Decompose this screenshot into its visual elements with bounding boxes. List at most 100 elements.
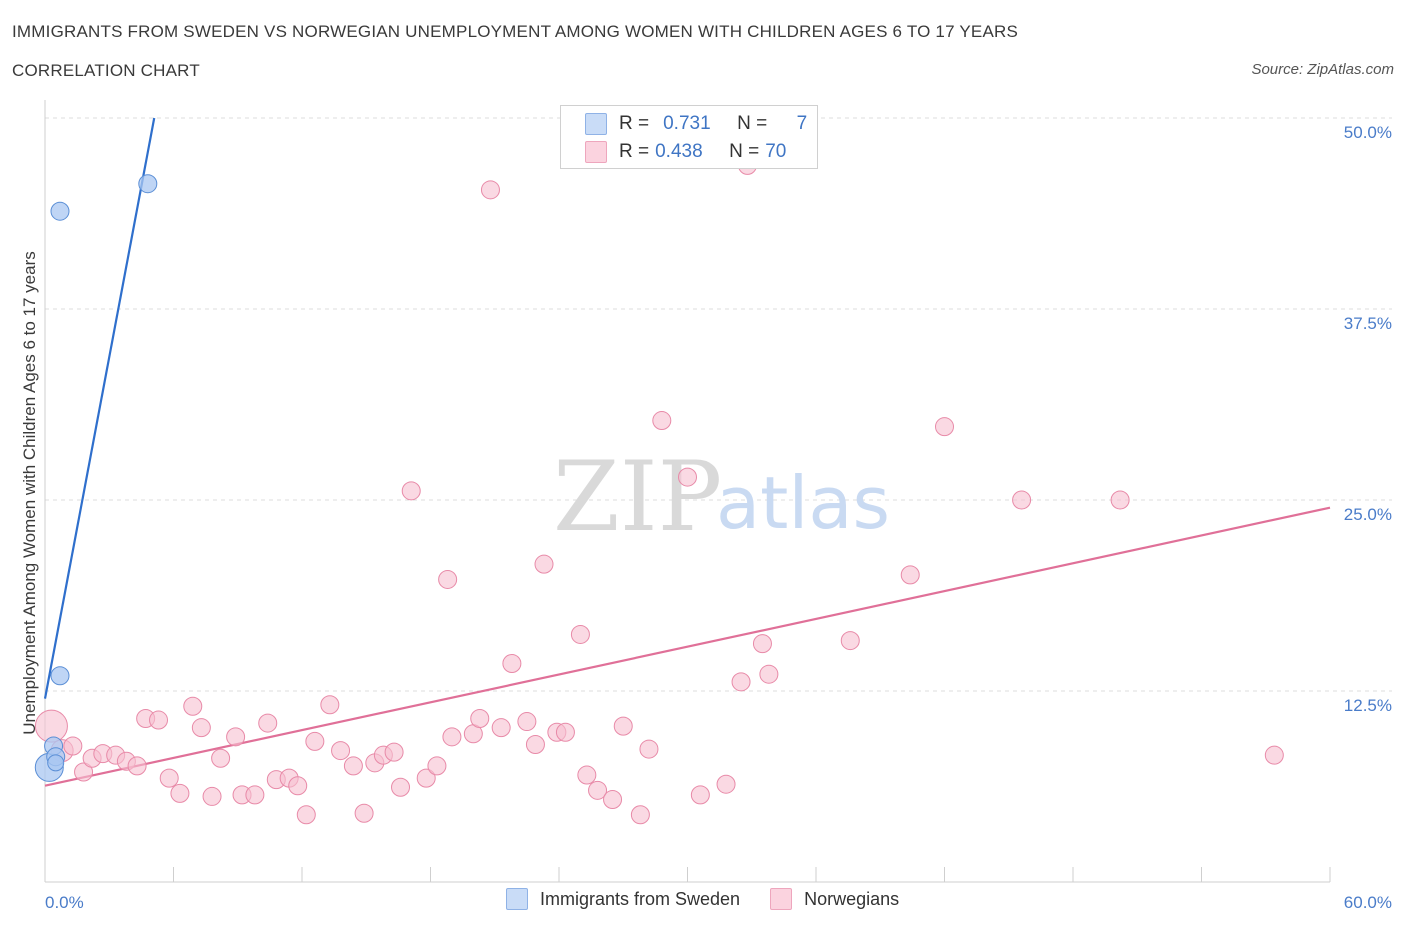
legend-swatch-sweden — [506, 888, 528, 910]
legend-n-label: N = — [737, 113, 768, 134]
axes — [44, 100, 1331, 883]
point-norwegians — [652, 411, 672, 431]
legend-n-value-norwegians: 70 — [765, 141, 787, 162]
source-label: Source: ZipAtlas.com — [1251, 61, 1394, 78]
y-tick-label: 12.5% — [1344, 696, 1392, 715]
point-norwegians — [613, 716, 633, 736]
chart-subtitle: CORRELATION CHART — [12, 61, 200, 80]
point-norwegians — [678, 467, 697, 487]
point-norwegians — [491, 718, 511, 738]
legend-swatch-sweden — [585, 113, 607, 135]
point-norwegians — [296, 805, 316, 825]
point-norwegians — [74, 762, 94, 782]
chart-title: IMMIGRANTS FROM SWEDEN VS NORWEGIAN UNEM… — [12, 22, 1018, 41]
point-norwegians — [900, 565, 920, 585]
point-norwegians — [63, 736, 83, 756]
point-norwegians — [570, 624, 590, 644]
point-norwegians — [603, 789, 623, 809]
point-norwegians — [288, 776, 308, 796]
point-norwegians — [534, 554, 554, 574]
point-sweden — [47, 754, 65, 772]
point-norwegians — [384, 742, 404, 762]
point-norwegians — [1110, 490, 1130, 510]
point-norwegians — [470, 709, 490, 729]
legend-r-value-sweden: 0.731 — [663, 113, 711, 134]
point-norwegians — [502, 653, 522, 673]
point-norwegians — [525, 734, 545, 754]
point-norwegians — [517, 712, 537, 732]
trend-line-norwegians — [44, 506, 1331, 787]
point-norwegians — [331, 741, 351, 761]
point-norwegians — [639, 739, 659, 759]
point-sweden — [50, 666, 70, 686]
point-norwegians — [438, 569, 458, 589]
point-norwegians — [416, 768, 436, 788]
legend-r-label: R = — [619, 141, 650, 162]
correlation-legend: R = 0.731 N = 7 R = 0.438 N = 70 — [560, 105, 818, 169]
legend-swatch-norwegians — [770, 888, 793, 910]
y-tick-label: 50.0% — [1344, 123, 1392, 142]
point-norwegians — [840, 631, 860, 651]
legend-row-sweden: R = 0.731 N = 7 — [585, 110, 807, 138]
x-tick-label-max: 60.0% — [1344, 893, 1392, 912]
watermark: ZIP atlas — [553, 441, 890, 553]
point-norwegians — [159, 768, 179, 788]
point-norwegians — [577, 765, 597, 785]
y-tick-label: 37.5% — [1344, 314, 1392, 333]
point-norwegians — [183, 696, 203, 716]
gridlines — [45, 117, 1392, 692]
series-legend: Immigrants from Sweden Norwegians — [506, 888, 929, 910]
point-norwegians — [127, 756, 147, 776]
point-norwegians — [343, 756, 363, 776]
point-norwegians — [170, 783, 190, 803]
watermark-atlas: atlas — [716, 461, 890, 545]
point-norwegians — [427, 756, 447, 776]
point-norwegians — [258, 713, 278, 733]
point-norwegians — [354, 803, 374, 823]
legend-n-label: N = — [729, 141, 760, 162]
point-norwegians — [320, 695, 340, 715]
point-norwegians — [149, 710, 169, 730]
y-tick-label: 25.0% — [1344, 505, 1392, 524]
point-norwegians — [759, 664, 779, 684]
legend-label-norwegians: Norwegians — [804, 888, 900, 909]
legend-swatch-norwegians — [585, 141, 607, 163]
point-norwegians — [1012, 490, 1032, 510]
point-norwegians — [305, 731, 325, 751]
y-axis-label: Unemployment Among Women with Children A… — [20, 251, 39, 735]
point-norwegians — [480, 180, 500, 200]
point-norwegians — [690, 785, 710, 805]
point-norwegians — [752, 634, 772, 654]
point-norwegians — [211, 748, 231, 768]
point-norwegians — [442, 727, 462, 747]
trend-lines — [43, 117, 1331, 787]
watermark-zip: ZIP — [553, 441, 722, 553]
point-norwegians — [191, 718, 211, 738]
legend-r-label: R = — [619, 113, 650, 134]
legend-label-sweden: Immigrants from Sweden — [540, 888, 741, 909]
point-norwegians — [935, 417, 954, 437]
point-norwegians — [245, 785, 265, 805]
point-norwegians — [401, 481, 421, 501]
point-norwegians — [391, 777, 411, 797]
point-norwegians — [226, 727, 246, 747]
point-sweden — [138, 174, 158, 194]
legend-row-norwegians: R = 0.438 N = 70 — [585, 138, 795, 166]
point-norwegians — [202, 786, 222, 806]
point-norwegians — [731, 672, 751, 692]
data-points — [34, 155, 1284, 825]
point-norwegians — [716, 774, 736, 794]
legend-r-value-norwegians: 0.438 — [655, 141, 703, 162]
trend-line-sweden — [43, 117, 156, 699]
y-tick-labels: 12.5% 25.0% 37.5% 50.0% — [1344, 123, 1392, 715]
legend-n-value-sweden: 7 — [796, 113, 808, 134]
point-norwegians — [555, 722, 575, 742]
point-norwegians — [1264, 745, 1284, 765]
legend-item-norwegians: Norwegians — [770, 888, 899, 910]
x-tick-labels: 0.0% 60.0% — [45, 893, 1392, 912]
point-sweden — [50, 201, 70, 221]
point-norwegians — [630, 805, 650, 825]
x-tick-label-min: 0.0% — [45, 893, 84, 912]
legend-item-sweden: Immigrants from Sweden — [506, 888, 740, 910]
